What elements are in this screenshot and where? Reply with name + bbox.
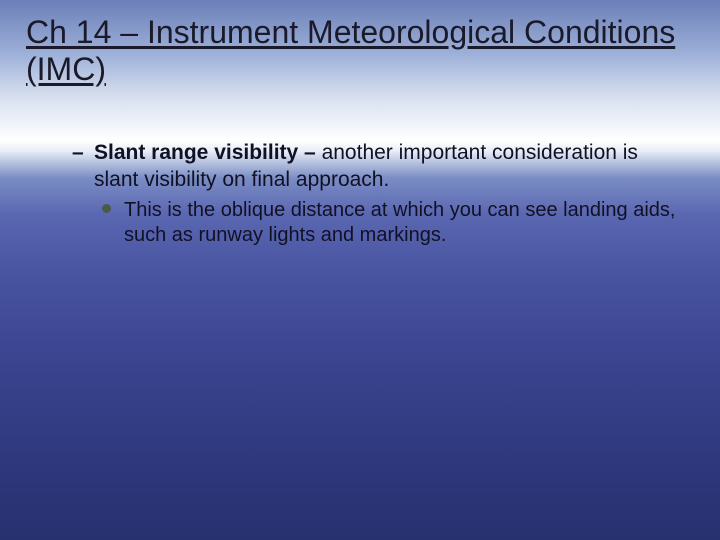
bullet1-lead: Slant range visibility –	[94, 141, 322, 164]
slide-title: Ch 14 – Instrument Meteorological Condit…	[26, 14, 700, 88]
slide: Ch 14 – Instrument Meteorological Condit…	[0, 0, 720, 540]
slide-body: – Slant range visibility – another impor…	[72, 140, 680, 249]
bullet-level-1: – Slant range visibility – another impor…	[72, 140, 680, 194]
bullet-level-2: This is the oblique distance at which yo…	[102, 198, 680, 249]
bullet2-text: This is the oblique distance at which yo…	[124, 199, 675, 247]
bullet-dot-icon	[102, 204, 111, 213]
dash-icon: –	[72, 140, 84, 167]
